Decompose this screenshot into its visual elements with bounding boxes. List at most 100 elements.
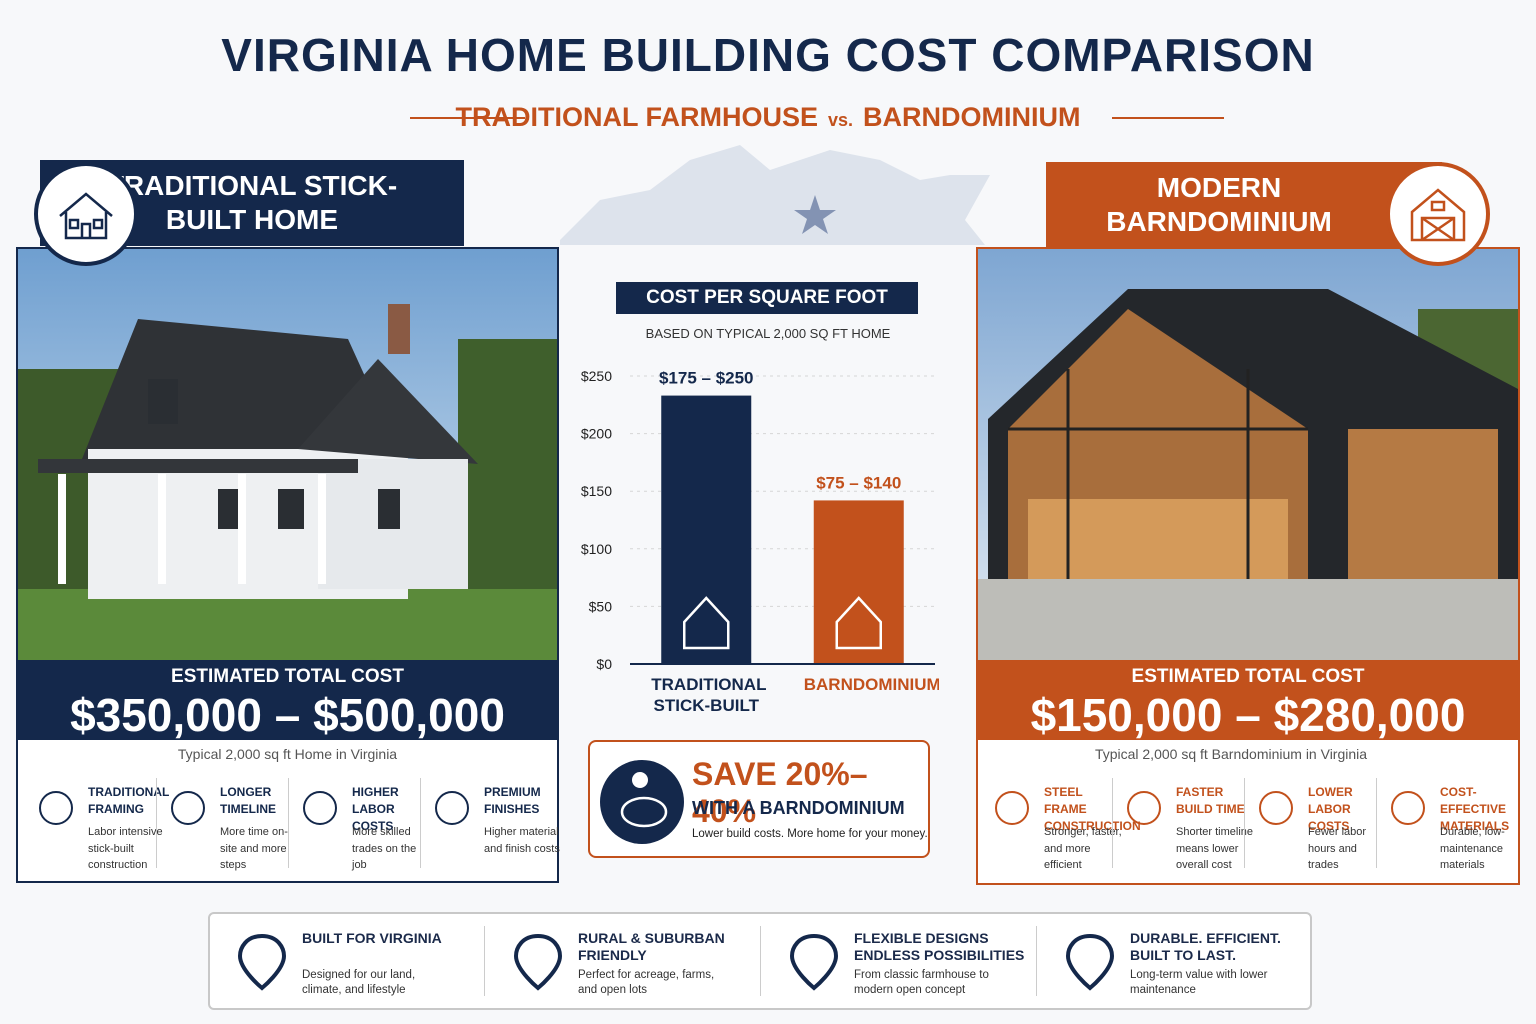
footer-item: BUILT FOR VIRGINIA Designed for our land,…: [210, 914, 486, 1008]
icon-ring: [39, 791, 73, 825]
x-label-box: BARNDOMINIUM: [803, 675, 939, 694]
icon-ring: [1259, 791, 1293, 825]
icon-glyph: [1065, 933, 1115, 991]
page-title: VIRGINIA HOME BUILDING COST COMPARISON: [221, 29, 1315, 81]
x-label-box: TRADITIONAL STICK-BUILT: [651, 675, 767, 715]
chart-title: COST PER SQUARE FOOT: [616, 282, 918, 314]
feature-icon: [303, 791, 337, 825]
icon-glyph: [237, 933, 287, 991]
icon-ring: [171, 791, 205, 825]
feature-icon: [1127, 791, 1161, 825]
feature-icon: [171, 791, 205, 825]
chart-subtitle: BASED ON TYPICAL 2,000 SQ FT HOME: [645, 326, 891, 341]
cost-label: ESTIMATED TOTAL COST: [171, 666, 404, 687]
bar-icon: [835, 596, 882, 650]
feature: FASTER BUILD TIME Shorter timeline means …: [1112, 778, 1253, 874]
footer-text: From classic farmhouse to modern open co…: [854, 969, 989, 996]
divider: [156, 778, 157, 868]
y-tick-label: $50: [589, 598, 613, 614]
feature-text: Labor intensive stick-built construction: [88, 826, 163, 871]
divider: [1112, 778, 1113, 868]
house-glyph: [59, 192, 113, 240]
right-features: STEEL FRAME CONSTRUCTION Stronger, faster…: [986, 778, 1514, 874]
left-features: TRADITIONAL FRAMING Labor intensive stick…: [30, 778, 560, 874]
feature-icon: [995, 791, 1029, 825]
footer-title: BUILT FOR VIRGINIA: [302, 930, 442, 946]
bar-annotation: $75 – $140: [816, 473, 901, 492]
bar: [813, 500, 904, 664]
feature-title: PREMIUM FINISHES: [484, 785, 541, 816]
footer-text: Long-term value with lower maintenance: [1130, 969, 1268, 996]
bar-icon: [683, 596, 730, 650]
footer-icon: [1065, 933, 1115, 991]
feature: TRADITIONAL FRAMING Labor intensive stick…: [30, 778, 169, 874]
feature: HIGHER LABOR COSTS More skilled trades on…: [288, 778, 426, 874]
footer-icon: [513, 933, 563, 991]
divider: [1244, 778, 1245, 868]
savings-title: SAVE 20%–40%: [692, 756, 868, 829]
feature: PREMIUM FINISHES Higher material and fini…: [420, 778, 560, 874]
icon-glyph: [513, 933, 563, 991]
farmhouse-photo: [18, 249, 557, 660]
piggy-icon: [600, 760, 684, 844]
subtitle: TRADITIONAL FARMHOUSE vs. BARNDOMINIUM: [0, 102, 1536, 133]
feature: LONGER TIMELINE More time on-site and mor…: [156, 778, 294, 874]
cost-note: Typical 2,000 sq ft Barndominium in Virg…: [1094, 746, 1368, 762]
cost-note: Typical 2,000 sq ft Home in Virginia: [177, 746, 398, 762]
footer-item: DURABLE. EFFICIENT. BUILT TO LAST. Long-t…: [1036, 914, 1314, 1008]
subtitle-left: TRADITIONAL FARMHOUSE: [455, 102, 818, 132]
feature-title: LONGER TIMELINE: [220, 785, 276, 816]
icon-ring: [995, 791, 1029, 825]
divider: [288, 778, 289, 868]
x-tick-label: TRADITIONAL STICK-BUILT: [651, 675, 767, 715]
feature-text: Stronger, faster, and more efficient: [1044, 826, 1122, 871]
feature-title: COST-EFFECTIVE MATERIALS: [1440, 785, 1510, 833]
barn-icon: [1386, 162, 1490, 266]
feature-icon: [1391, 791, 1425, 825]
feature-title: HIGHER LABOR COSTS: [352, 785, 399, 833]
star: [794, 195, 836, 234]
icon-ring: [1127, 791, 1161, 825]
feature-title: STEEL FRAME CONSTRUCTION: [1044, 785, 1141, 833]
savings-text: Lower build costs. More home for your mo…: [692, 828, 928, 840]
feature: LOWER LABOR COSTS Fewer labor hours and t…: [1244, 778, 1382, 874]
footer-item: FLEXIBLE DESIGNS ENDLESS POSSIBILITIES Fr…: [760, 914, 1038, 1008]
y-tick-label: $250: [581, 368, 612, 384]
savings-subtitle: WITH A BARNDOMINIUM: [692, 798, 905, 818]
cost: $150,000 – $280,000: [1030, 689, 1466, 741]
feature-icon: [435, 791, 469, 825]
feature-title: TRADITIONAL FRAMING: [88, 785, 170, 816]
footer-text: Designed for our land, climate, and life…: [302, 969, 416, 996]
feature-title: FASTER BUILD TIME: [1176, 785, 1245, 816]
footer-item: RURAL & SUBURBAN FRIENDLY Perfect for acr…: [484, 914, 762, 1008]
icon-glyph: [789, 933, 839, 991]
rule: [1112, 117, 1224, 119]
barn-glyph: [1410, 188, 1466, 242]
barndominium-photo: [978, 249, 1518, 660]
footer-title: DURABLE. EFFICIENT. BUILT TO LAST.: [1130, 930, 1281, 963]
cost: $350,000 – $500,000: [70, 689, 505, 741]
footer-icon: [237, 933, 287, 991]
y-tick-label: $0: [596, 656, 612, 672]
divider: [484, 926, 485, 996]
feature-text: Shorter timeline means lower overall cos…: [1176, 826, 1254, 871]
divider: [1376, 778, 1377, 868]
footer: BUILT FOR VIRGINIA Designed for our land,…: [208, 912, 1312, 1010]
right-panel-title: MODERN BARNDOMINIUM: [1046, 162, 1442, 248]
y-tick-label: $150: [581, 483, 612, 499]
bar-annotation: $175 – $250: [659, 369, 754, 388]
bar: [661, 395, 752, 664]
subtitle-right: BARNDOMINIUM: [863, 102, 1081, 132]
feature-text: More skilled trades on the job: [352, 826, 417, 871]
y-tick-label: $100: [581, 541, 612, 557]
feature: COST-EFFECTIVE MATERIALS Durable, low-mai…: [1376, 778, 1514, 874]
x-tick-label: BARNDOMINIUM: [803, 675, 939, 694]
virginia-map: [560, 145, 990, 245]
house-icon: [34, 162, 138, 266]
feature-title: LOWER LABOR COSTS: [1308, 785, 1353, 833]
feature-icon: [39, 791, 73, 825]
icon-ring: [1391, 791, 1425, 825]
vs: vs.: [827, 110, 854, 130]
bar-chart: $0 $50 $100 $150 $200 $250 TRADITIONAL STICK-B…: [581, 368, 939, 715]
